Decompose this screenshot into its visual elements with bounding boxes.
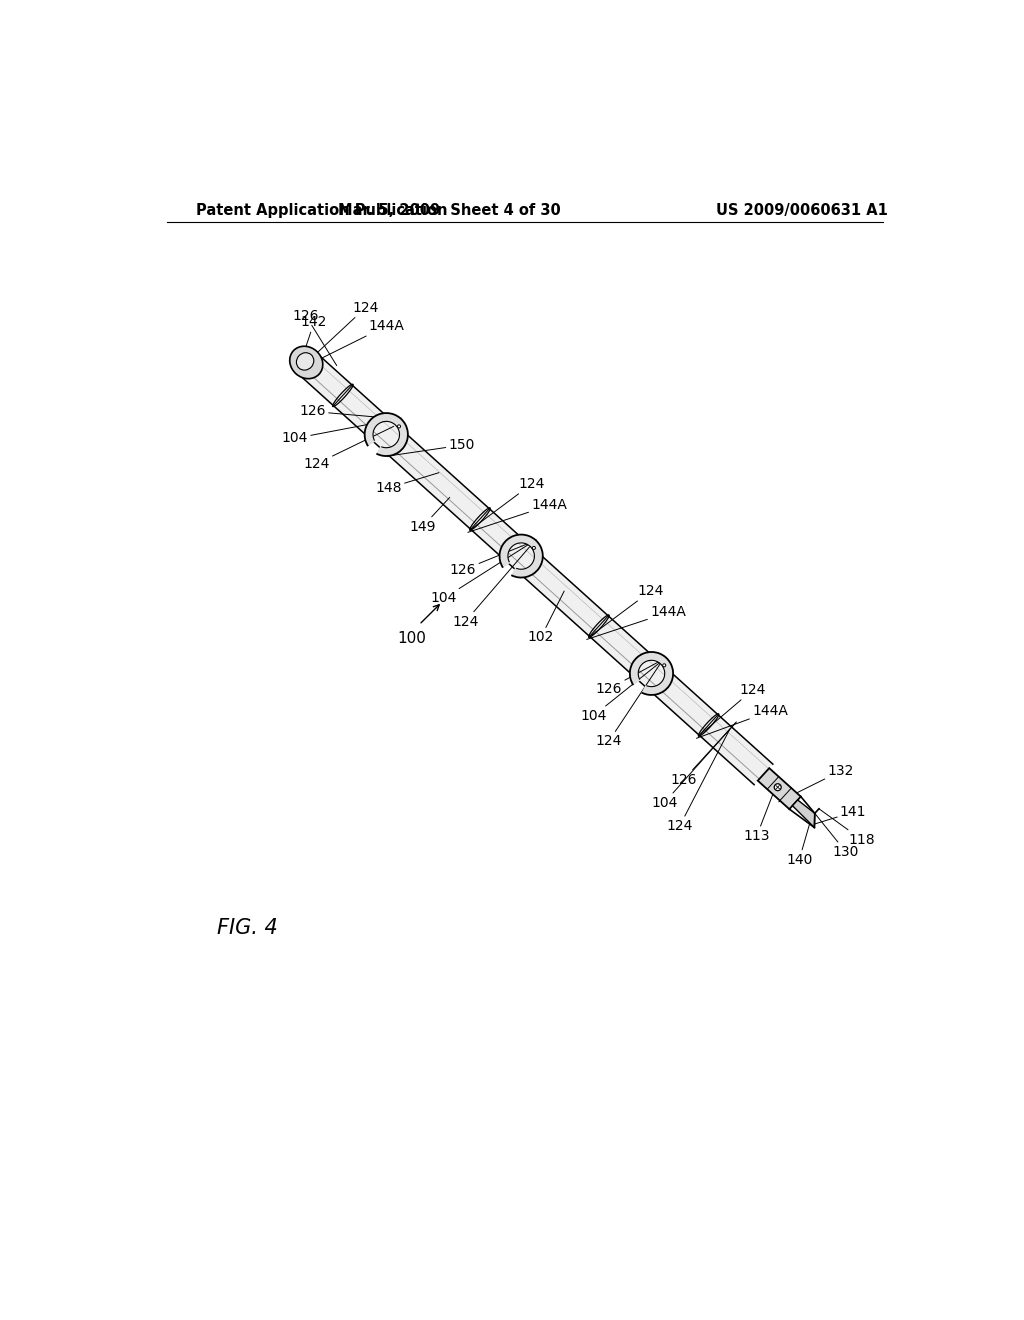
Polygon shape — [297, 352, 773, 784]
Polygon shape — [758, 768, 801, 809]
Ellipse shape — [532, 546, 536, 549]
Text: 144A: 144A — [587, 606, 686, 639]
Text: 144A: 144A — [301, 319, 403, 368]
Text: 124: 124 — [470, 477, 545, 531]
Text: 124: 124 — [303, 426, 394, 471]
Text: 126: 126 — [671, 723, 735, 787]
Text: 124: 124 — [596, 664, 659, 748]
Ellipse shape — [296, 352, 313, 370]
Text: 126: 126 — [299, 404, 400, 420]
Text: 140: 140 — [786, 812, 813, 866]
Text: 126: 126 — [293, 309, 337, 366]
Text: 124: 124 — [589, 585, 664, 638]
Text: 149: 149 — [410, 498, 450, 533]
Polygon shape — [500, 535, 543, 578]
Text: 102: 102 — [527, 591, 564, 644]
Text: 132: 132 — [778, 764, 854, 801]
Text: US 2009/0060631 A1: US 2009/0060631 A1 — [717, 203, 888, 218]
Text: 126: 126 — [596, 659, 666, 696]
Text: 124: 124 — [453, 546, 529, 628]
Ellipse shape — [663, 664, 666, 667]
Text: 148: 148 — [376, 473, 439, 495]
Text: 104: 104 — [651, 722, 736, 809]
Text: 142: 142 — [299, 315, 328, 368]
Text: 104: 104 — [581, 659, 666, 723]
Polygon shape — [630, 652, 673, 694]
Text: 118: 118 — [819, 809, 874, 846]
Ellipse shape — [397, 425, 400, 428]
Polygon shape — [793, 800, 815, 828]
Ellipse shape — [774, 784, 781, 791]
Text: 126: 126 — [450, 541, 536, 577]
Text: 113: 113 — [743, 785, 776, 843]
Polygon shape — [365, 413, 408, 455]
Text: 144A: 144A — [696, 705, 788, 738]
Text: Mar. 5, 2009  Sheet 4 of 30: Mar. 5, 2009 Sheet 4 of 30 — [338, 203, 561, 218]
Text: 100: 100 — [397, 631, 426, 647]
Text: 124: 124 — [303, 301, 379, 366]
Text: 104: 104 — [430, 540, 537, 606]
Text: 150: 150 — [387, 438, 475, 457]
Text: 104: 104 — [282, 418, 401, 445]
Text: 124: 124 — [667, 729, 730, 833]
Ellipse shape — [290, 346, 323, 379]
Text: 144A: 144A — [468, 499, 567, 532]
Text: FIG. 4: FIG. 4 — [217, 919, 278, 939]
Text: 130: 130 — [815, 813, 859, 859]
Text: 141: 141 — [812, 805, 866, 825]
Text: 124: 124 — [698, 682, 766, 737]
Text: Patent Application Publication: Patent Application Publication — [197, 203, 447, 218]
